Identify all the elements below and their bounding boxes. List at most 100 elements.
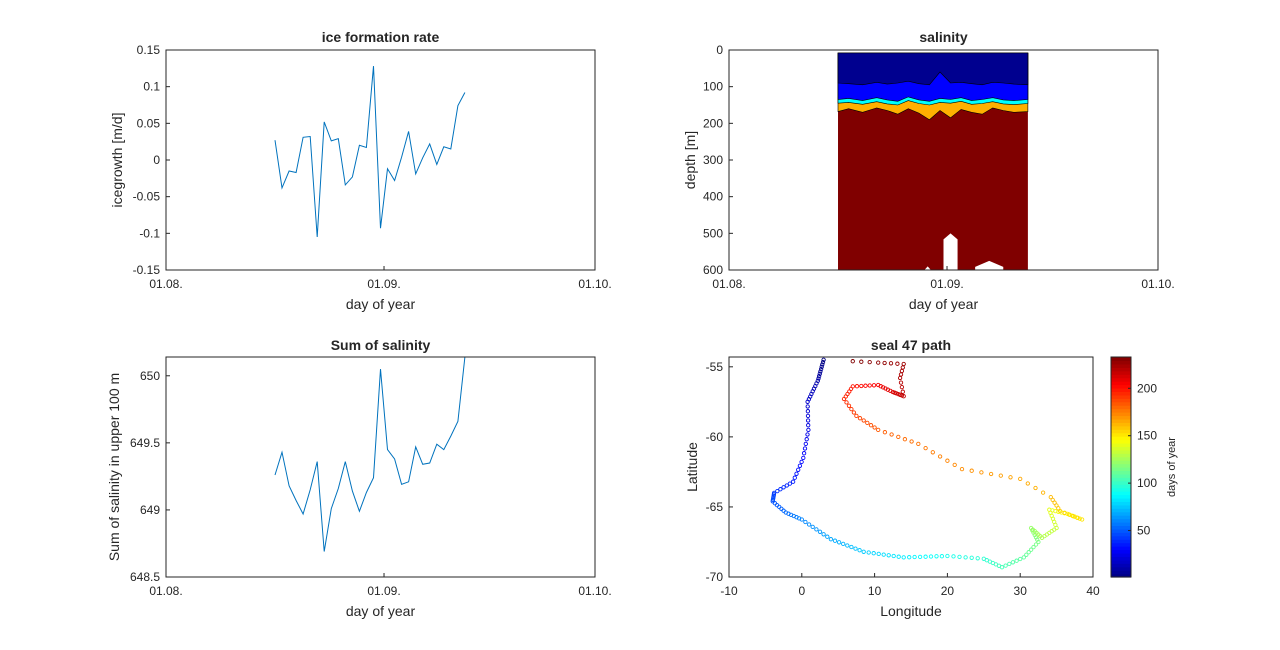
seal-position-point: [951, 554, 956, 559]
seal-position-point: [857, 416, 863, 421]
salinity-ytick-label: 600: [703, 263, 723, 277]
salinity-ytick-label: 400: [703, 190, 723, 204]
seal-position-point: [1033, 485, 1038, 491]
seal-position-point: [865, 420, 870, 426]
seal-position-point: [923, 445, 928, 451]
ice-xtick-label: 01.09.: [367, 277, 400, 291]
seal-xtick-label: 30: [1014, 584, 1028, 598]
salinity-sum-line: [274, 357, 466, 552]
seal-position-point: [876, 551, 881, 557]
seal-position-point: [902, 437, 908, 442]
ice-ytick-label: 0: [153, 153, 160, 167]
seal-position-point: [853, 546, 858, 551]
xlabel-ice-formation-rate: day of year: [346, 296, 416, 312]
panel-sum-of-salinity: Sum of salinity day of year Sum of salin…: [106, 337, 612, 619]
seal-position-point: [1024, 552, 1029, 557]
colorbar-segment: [1111, 556, 1131, 561]
seal-position-point: [1007, 561, 1012, 567]
seal-position-point: [841, 541, 846, 547]
colorbar-segment: [1111, 357, 1131, 362]
colorbar-segment: [1111, 487, 1131, 492]
seal-position-point: [814, 527, 819, 532]
title-seal-path: seal 47 path: [871, 337, 951, 353]
colorbar-segment: [1111, 456, 1131, 461]
seal-position-point: [999, 565, 1005, 570]
seal-position-point: [889, 432, 894, 437]
seal-position-point: [917, 554, 923, 560]
seal-position-point: [975, 556, 980, 561]
seal-xtick-label: -10: [720, 584, 738, 598]
salinity-ytick-label: 200: [703, 116, 723, 130]
colorbar-segment: [1111, 477, 1131, 482]
salinity-xtick-label: 01.09.: [930, 277, 963, 291]
seal-position-point: [805, 413, 811, 419]
seal-position-point: [959, 466, 965, 472]
salinity-data-gap: [943, 233, 958, 270]
colorbar-tick-label: 200: [1137, 381, 1157, 395]
seal-position-point: [907, 555, 912, 560]
sum-ytick-label: 648.5: [130, 570, 160, 584]
seal-position-point: [930, 450, 935, 455]
colorbar-segment: [1111, 573, 1131, 578]
colorbar-segment: [1111, 422, 1131, 427]
axes-box-sum-of-salinity: [165, 356, 596, 578]
colorbar-segment: [1111, 436, 1131, 441]
seal-position-point: [859, 359, 864, 364]
seal-ytick-label: -65: [706, 500, 724, 514]
seal-position-point: [806, 522, 812, 527]
colorbar-frame: [1110, 356, 1132, 578]
seal-position-point: [1028, 547, 1034, 552]
seal-position-point: [790, 479, 796, 484]
seal-position-point: [867, 383, 872, 388]
ice-ytick-label: 0.15: [137, 43, 161, 57]
panel-salinity: salinity day of year depth [m] 01.08. 01.…: [682, 29, 1175, 312]
seal-position-point: [872, 425, 877, 430]
colorbar-segment: [1111, 425, 1131, 430]
seal-ytick-label: -55: [706, 360, 724, 374]
seal-position-point: [819, 364, 824, 369]
seal-position-point: [912, 554, 917, 560]
seal-position-point: [1025, 481, 1030, 486]
seal-position-point: [857, 548, 862, 553]
xlabel-sum-of-salinity: day of year: [346, 603, 416, 619]
seal-position-point: [969, 555, 974, 560]
colorbar-segment: [1111, 384, 1131, 389]
seal-position-point: [805, 399, 810, 404]
seal-position-point: [792, 475, 797, 480]
plot-area-sum-of-salinity: [274, 357, 466, 552]
seal-position-point: [818, 366, 824, 372]
seal-position-point: [1014, 558, 1019, 563]
seal-position-point: [888, 361, 894, 366]
colorbar-segment: [1111, 494, 1131, 499]
colorbar-segment: [1111, 532, 1131, 537]
colorbar-segment: [1111, 439, 1131, 444]
seal-position-point: [867, 359, 872, 365]
seal-position-point: [866, 550, 871, 555]
seal-position-point: [775, 488, 780, 494]
salinity-xtick-label: 01.10.: [1141, 277, 1174, 291]
colorbar-segment: [1111, 484, 1131, 489]
colorbar-label: days of year: [1166, 437, 1178, 497]
seal-position-point: [945, 553, 950, 559]
seal-position-point: [937, 454, 943, 459]
colorbar-segment: [1111, 429, 1131, 434]
colorbar-segment: [1111, 412, 1131, 417]
seal-position-point: [861, 549, 866, 554]
seal-position-point: [859, 383, 864, 389]
colorbar-tick-label: 50: [1137, 524, 1151, 538]
colorbar: 50 100 150 200: [1110, 356, 1157, 578]
colorbar-segment: [1111, 418, 1131, 423]
seal-position-point: [909, 439, 914, 444]
seal-position-point: [998, 473, 1003, 478]
seal-position-point: [1079, 517, 1085, 522]
seal-position-point: [805, 432, 810, 437]
seal-position-point: [1062, 510, 1067, 515]
colorbar-tick-label: 100: [1137, 476, 1157, 490]
seal-position-point: [1050, 497, 1055, 503]
seal-position-point: [1018, 476, 1023, 482]
sum-xtick-label: 01.09.: [367, 584, 400, 598]
seal-position-point: [876, 360, 881, 365]
seal-position-point: [1058, 508, 1063, 514]
seal-xtick-label: 0: [798, 584, 805, 598]
